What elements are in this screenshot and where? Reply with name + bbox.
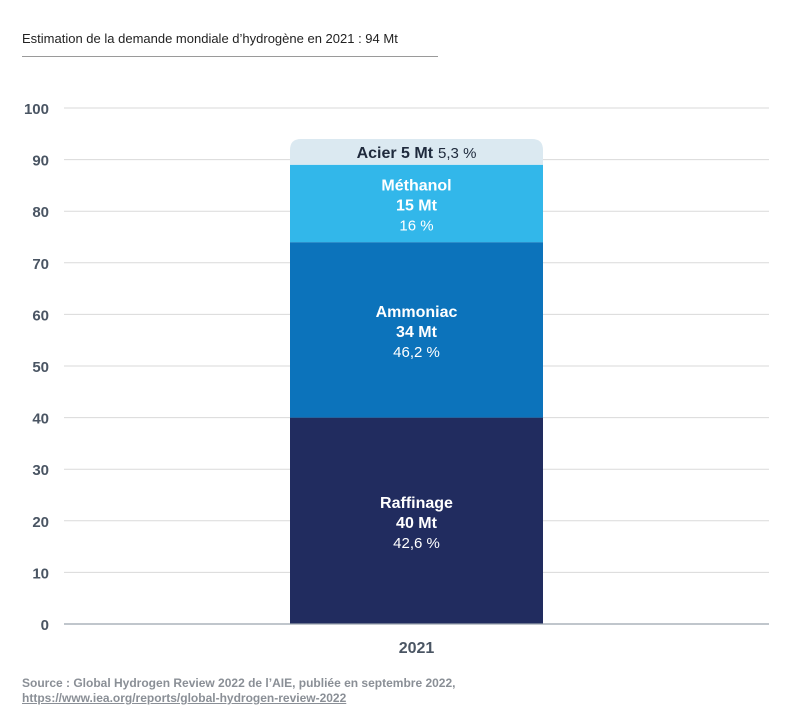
y-tick-label: 90 bbox=[32, 153, 49, 170]
segment-value: 15 Mt bbox=[396, 197, 438, 214]
segment-value: 34 Mt bbox=[396, 324, 438, 341]
y-tick-label: 70 bbox=[32, 256, 49, 273]
bar-segment-acier bbox=[290, 138, 543, 165]
y-tick-label: 40 bbox=[32, 411, 49, 428]
segment-name: Méthanol bbox=[381, 177, 451, 194]
y-tick-label: 80 bbox=[32, 204, 49, 221]
segment-share: 42,6 % bbox=[393, 535, 440, 552]
y-tick-label: 50 bbox=[32, 359, 49, 376]
y-tick-label: 0 bbox=[41, 617, 49, 634]
segment-share: 46,2 % bbox=[393, 344, 440, 361]
segment-label: Acier 5 Mt 5,3 % bbox=[357, 145, 477, 162]
y-tick-label: 10 bbox=[32, 565, 49, 582]
source-note: Source : Global Hydrogen Review 2022 de … bbox=[22, 676, 455, 706]
y-tick-label: 20 bbox=[32, 514, 49, 531]
chart-title: Estimation de la demande mondiale d’hydr… bbox=[22, 31, 398, 46]
y-tick-label: 100 bbox=[24, 101, 49, 118]
x-category-label: 2021 bbox=[399, 640, 435, 657]
segment-value: 40 Mt bbox=[396, 515, 438, 532]
stacked-bar-chart: 0 10 20 30 40 50 60 70 80 90 100 Raffinage 40 Mt 42,6… bbox=[24, 101, 769, 657]
bar-segment-raffinage bbox=[290, 417, 543, 624]
bar-segment-méthanol bbox=[290, 164, 543, 243]
source-text: Source : Global Hydrogen Review 2022 de … bbox=[22, 676, 456, 690]
y-tick-label: 30 bbox=[32, 462, 49, 479]
source-link[interactable]: https://www.iea.org/reports/global-hydro… bbox=[22, 691, 347, 705]
segment-name: Ammoniac bbox=[376, 304, 458, 321]
title-divider bbox=[22, 56, 438, 57]
segment-name: Raffinage bbox=[380, 495, 453, 512]
segment-share: 16 % bbox=[399, 217, 433, 234]
y-tick-label: 60 bbox=[32, 307, 49, 324]
bar-segment-ammoniac bbox=[290, 242, 543, 418]
